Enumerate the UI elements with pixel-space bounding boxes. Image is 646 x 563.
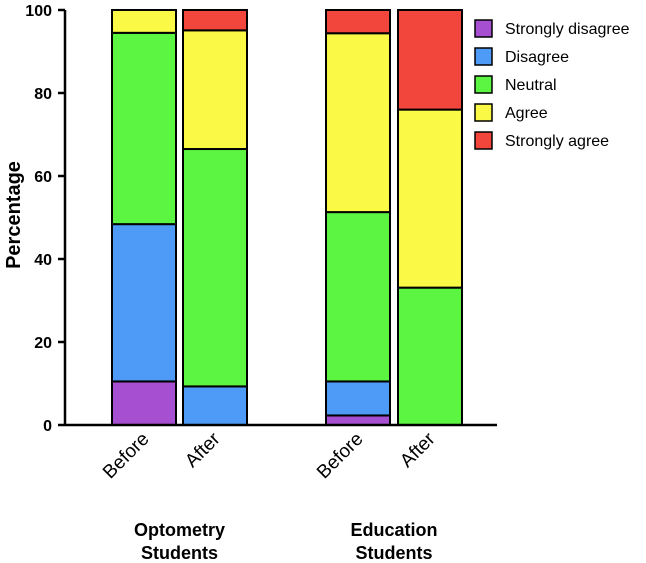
bar-segment-disagree: [111, 223, 177, 383]
bar-segment-strongly-agree: [182, 9, 248, 32]
y-axis: [63, 10, 497, 427]
legend-swatch-disagree: [474, 47, 493, 66]
bars-layer: [111, 9, 463, 427]
legend-swatch-agree: [474, 103, 493, 122]
y-tick-label: 40: [34, 252, 52, 269]
bar-segment-disagree: [182, 385, 248, 426]
bar-segment-agree: [325, 32, 391, 214]
legend-label-agree: Agree: [505, 105, 548, 122]
category-label: Before: [313, 429, 367, 483]
legend-swatch-strongly-disagree: [474, 19, 493, 38]
group-label-line2: Students: [141, 543, 218, 563]
bar-segment-agree: [111, 9, 177, 34]
category-label: Before: [99, 429, 153, 483]
legend-label-neutral: Neutral: [505, 77, 557, 94]
group-label-line1: Education: [350, 520, 437, 540]
y-tick-label: 80: [34, 86, 52, 103]
group-labels: Optometry Students Education Students: [134, 520, 438, 563]
bar-segment-strongly-agree: [397, 9, 463, 111]
legend-label-strongly-disagree: Strongly disagree: [505, 21, 630, 38]
category-labels: Before After Before After: [99, 428, 440, 483]
bar-segment-strongly-disagree: [325, 414, 391, 426]
bar-segment-neutral: [397, 286, 463, 427]
category-label: After: [181, 428, 225, 472]
y-tick-label: 20: [34, 335, 52, 352]
group-label-line1: Optometry: [134, 520, 225, 540]
y-tick-label: 60: [34, 169, 52, 186]
y-axis-title: Percentage: [3, 161, 25, 269]
legend-swatch-strongly-agree: [474, 131, 493, 150]
legend-label-strongly-agree: Strongly agree: [505, 133, 609, 150]
bar-segment-neutral: [182, 148, 248, 388]
y-tick-label: 100: [25, 3, 52, 20]
y-ticks: 0 20 40 60 80 100: [25, 3, 65, 435]
bar-segment-agree: [182, 29, 248, 151]
category-label: After: [396, 428, 440, 472]
bar-segment-strongly-disagree: [111, 380, 177, 426]
legend-swatch-neutral: [474, 75, 493, 94]
y-tick-label: 0: [43, 418, 52, 435]
bar-segment-neutral: [111, 31, 177, 226]
group-label-line2: Students: [355, 543, 432, 563]
legend-label-disagree: Disagree: [505, 49, 569, 66]
bar-segment-agree: [397, 108, 463, 289]
bar-segment-disagree: [325, 380, 391, 417]
bar-segment-neutral: [325, 211, 391, 383]
bar-segment-strongly-agree: [325, 9, 391, 35]
legend: Strongly disagree Disagree Neutral Agree Str…: [474, 19, 630, 150]
